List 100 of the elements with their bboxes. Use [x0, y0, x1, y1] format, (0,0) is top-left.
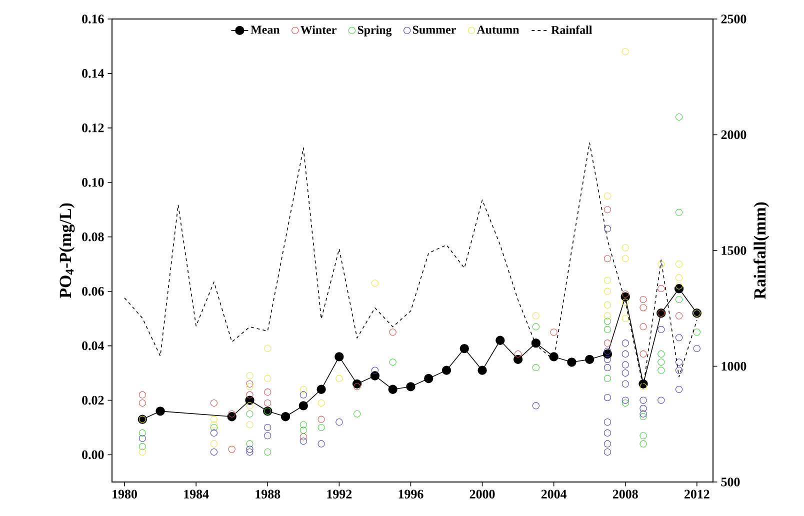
y2-tick-label: 2500 — [721, 14, 746, 24]
point — [532, 402, 540, 410]
point — [370, 371, 380, 380]
point — [460, 344, 469, 354]
point — [371, 280, 379, 287]
point — [604, 418, 612, 426]
point — [246, 421, 254, 428]
point — [336, 418, 343, 426]
point — [531, 338, 541, 348]
point — [138, 391, 146, 398]
point — [604, 192, 612, 200]
point — [622, 369, 629, 377]
point — [604, 318, 612, 325]
y-tick-label: 0.12 — [82, 124, 104, 132]
point — [246, 383, 254, 390]
point — [210, 421, 218, 428]
point — [622, 340, 629, 347]
point — [622, 48, 629, 56]
point — [389, 328, 396, 336]
point — [675, 334, 683, 342]
point — [300, 421, 307, 428]
point — [604, 448, 612, 456]
x-tick-label: 2000 — [470, 490, 495, 498]
x-tick-label: 1988 — [256, 490, 280, 498]
point — [622, 255, 629, 262]
y-axis-title: PO$_{4}$-P(mg/L) — [59, 203, 75, 298]
point — [658, 326, 665, 334]
point — [550, 328, 558, 336]
point — [604, 340, 612, 347]
point — [388, 384, 398, 394]
point — [675, 358, 683, 366]
point — [604, 440, 612, 448]
point — [640, 304, 647, 312]
point — [246, 372, 254, 380]
y-tick-label: 0.00 — [82, 450, 104, 460]
point — [675, 274, 683, 282]
y-tick-label: 0.16 — [82, 14, 104, 24]
point — [138, 448, 146, 456]
point — [246, 410, 254, 418]
point — [675, 208, 683, 216]
point — [354, 383, 361, 390]
point — [210, 424, 218, 432]
point — [622, 244, 629, 252]
point — [658, 396, 665, 404]
point — [300, 391, 307, 398]
point — [442, 366, 452, 375]
y2-tick-label: 2000 — [721, 130, 746, 140]
point — [532, 312, 540, 320]
point — [675, 282, 683, 290]
x-tick-label: 1992 — [327, 490, 352, 498]
point — [316, 384, 326, 394]
point — [604, 374, 612, 382]
point — [246, 446, 254, 453]
point — [640, 296, 647, 304]
legend-label: Autumn — [476, 26, 520, 34]
point — [389, 358, 396, 366]
point — [210, 448, 218, 456]
point — [549, 352, 558, 362]
point — [318, 416, 325, 423]
point — [604, 312, 612, 320]
point — [622, 290, 629, 298]
point — [280, 412, 290, 422]
y-tick-label: 0.04 — [82, 341, 104, 350]
point — [300, 386, 307, 393]
y-tick-label: 0.06 — [82, 286, 104, 296]
point — [675, 296, 683, 304]
y2-tick-label: 1500 — [722, 246, 746, 255]
point — [228, 410, 236, 418]
legend-label: Winter — [300, 26, 336, 34]
point — [640, 383, 647, 390]
y-tick-label: 0.14 — [82, 69, 104, 78]
point — [406, 382, 416, 392]
point — [604, 225, 612, 232]
point — [210, 440, 218, 448]
point — [246, 448, 254, 456]
point — [622, 399, 629, 407]
y-tick-label: 0.08 — [82, 232, 104, 242]
point — [604, 429, 612, 437]
point — [658, 260, 665, 268]
point — [246, 440, 254, 448]
point — [640, 413, 647, 420]
legend-label: Rainfall — [551, 25, 592, 34]
point — [156, 406, 165, 416]
point — [604, 394, 612, 402]
point — [496, 336, 505, 345]
point — [640, 432, 647, 440]
point — [336, 374, 343, 382]
point — [675, 113, 683, 121]
point — [604, 288, 612, 295]
point — [622, 396, 629, 404]
x-tick-label: 1980 — [112, 490, 137, 498]
point — [604, 364, 612, 372]
point — [264, 432, 272, 440]
point — [604, 276, 612, 284]
point — [371, 366, 379, 374]
point — [604, 255, 612, 262]
point — [604, 326, 612, 334]
y-tick-label: 0.02 — [82, 396, 104, 405]
point — [622, 350, 629, 358]
point — [300, 433, 307, 440]
